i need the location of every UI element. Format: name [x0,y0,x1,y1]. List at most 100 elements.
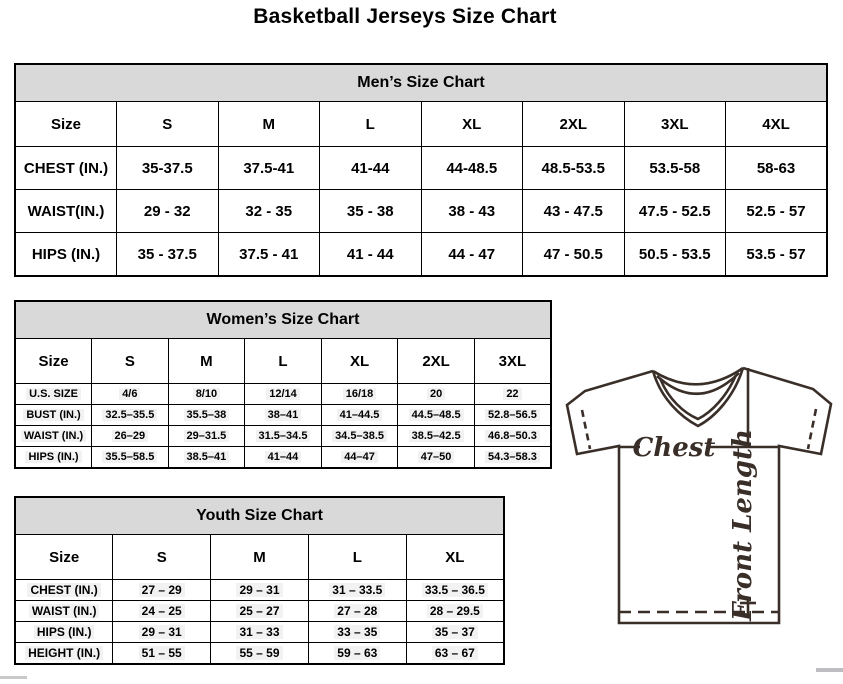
womens-col-header: XL [320,338,399,384]
youth-col-header: M [210,534,309,580]
scrollbar-fragment-left[interactable] [0,676,27,679]
youth-hips-row: HIPS (IN.) 29 – 31 31 – 33 33 – 35 35 – … [14,621,505,643]
size-cell: 4/6 [91,383,169,405]
size-cell: 24 – 25 [112,600,212,622]
size-cell: 35.5–38 [167,404,246,426]
row-label: WAIST (IN.) [14,425,93,447]
size-cell: 55 – 59 [210,642,309,665]
jersey-vneck-outer [651,367,745,428]
size-cell: 35.5–58.5 [91,446,169,469]
womens-col-header: M [167,338,246,384]
row-label: BUST (IN.) [14,404,93,426]
size-cell: 53.5 - 57 [725,232,828,277]
size-cell: 16/18 [320,383,399,405]
jersey-diagram: Chest Front Length [555,355,843,679]
size-cell: 35 - 37.5 [116,232,219,277]
jersey-right-cuff-dash [806,408,818,450]
size-cell: 25 – 27 [210,600,309,622]
mens-col-header: 4XL [725,101,828,147]
womens-hips-row: HIPS (IN.) 35.5–58.5 38.5–41 41–44 44–47… [14,446,552,469]
row-label: CHEST (IN.) [14,146,117,190]
size-cell: 47–50 [397,446,475,469]
size-cell: 12/14 [244,383,322,405]
jersey-vneck-inner [658,374,738,421]
size-cell: 59 – 63 [307,642,407,665]
womens-col-header: L [244,338,322,384]
size-cell: 52.8–56.5 [473,404,552,426]
youth-col-header: Size [14,534,114,580]
scrollbar-fragment-right[interactable] [816,668,843,672]
size-cell: 35 - 38 [319,189,422,233]
mens-table-header-row: Men’s Size Chart [14,63,828,102]
size-cell: 29 - 32 [116,189,219,233]
size-cell: 48.5-53.5 [522,146,625,190]
size-cell: 27 – 29 [112,579,212,601]
size-cell: 29–31.5 [167,425,246,447]
size-cell: 8/10 [167,383,246,405]
mens-col-header: Size [14,101,117,147]
size-cell: 54.3–58.3 [473,446,552,469]
jersey-collar-arc-inner [656,372,740,396]
youth-height-row: HEIGHT (IN.) 51 – 55 55 – 59 59 – 63 63 … [14,642,505,665]
size-cell: 63 – 67 [405,642,505,665]
size-cell: 38–41 [244,404,322,426]
size-cell: 33.5 – 36.5 [405,579,505,601]
size-cell: 33 – 35 [307,621,407,643]
size-cell: 44-48.5 [420,146,523,190]
mens-col-header: XL [420,101,523,147]
womens-table-header-row: Women’s Size Chart [14,300,552,339]
size-cell: 41-44 [319,146,422,190]
womens-waist-row: WAIST (IN.) 26–29 29–31.5 31.5–34.5 34.5… [14,425,552,447]
size-cell: 51 – 55 [112,642,212,665]
size-cell: 31 – 33.5 [307,579,407,601]
size-cell: 27 – 28 [307,600,407,622]
size-cell: 41–44 [244,446,322,469]
size-cell: 37.5 - 41 [217,232,320,277]
jersey-body-outline [565,366,833,625]
jersey-outline-svg: Chest Front Length [565,366,833,625]
womens-col-header: 3XL [473,338,552,384]
size-cell: 38 - 43 [420,189,523,233]
size-cell: 41 - 44 [319,232,422,277]
mens-hips-row: HIPS (IN.) 35 - 37.5 37.5 - 41 41 - 44 4… [14,232,828,277]
size-cell: 26–29 [91,425,169,447]
womens-ussize-row: U.S. SIZE 4/6 8/10 12/14 16/18 20 22 [14,383,552,405]
size-cell: 29 – 31 [112,621,212,643]
youth-col-header: L [307,534,407,580]
row-label: HIPS (IN.) [14,621,114,643]
row-label: U.S. SIZE [14,383,93,405]
size-cell: 32 - 35 [217,189,320,233]
womens-col-header: S [91,338,169,384]
mens-col-header: 2XL [522,101,625,147]
womens-col-header: 2XL [397,338,475,384]
page-title: Basketball Jerseys Size Chart [253,5,557,28]
mens-col-header: L [319,101,422,147]
size-cell: 28 – 29.5 [405,600,505,622]
size-cell: 31.5–34.5 [244,425,322,447]
jersey-collar-arc-outer [652,366,744,386]
mens-col-header: 3XL [623,101,726,147]
size-cell: 35-37.5 [116,146,219,190]
row-label: WAIST (IN.) [14,600,114,622]
mens-column-header-row: Size S M L XL 2XL 3XL 4XL [14,101,828,147]
womens-col-header: Size [14,338,93,384]
youth-col-header: S [112,534,212,580]
mens-table-title: Men’s Size Chart [14,63,828,102]
size-cell: 50.5 - 53.5 [623,232,726,277]
size-cell: 52.5 - 57 [725,189,828,233]
size-cell: 53.5-58 [623,146,726,190]
size-cell: 31 – 33 [210,621,309,643]
chest-label: Chest [633,433,716,463]
size-cell: 46.8–50.3 [473,425,552,447]
size-cell: 22 [473,383,552,405]
size-cell: 32.5–35.5 [91,404,169,426]
size-cell: 47.5 - 52.5 [623,189,726,233]
mens-chest-row: CHEST (IN.) 35-37.5 37.5-41 41-44 44-48.… [14,146,828,190]
row-label: HIPS (IN.) [14,232,117,277]
mens-waist-row: WAIST(IN.) 29 - 32 32 - 35 35 - 38 38 - … [14,189,828,233]
row-label: WAIST(IN.) [14,189,117,233]
size-cell: 20 [397,383,475,405]
mens-col-header: M [217,101,320,147]
youth-chest-row: CHEST (IN.) 27 – 29 29 – 31 31 – 33.5 33… [14,579,505,601]
size-cell: 41–44.5 [320,404,399,426]
